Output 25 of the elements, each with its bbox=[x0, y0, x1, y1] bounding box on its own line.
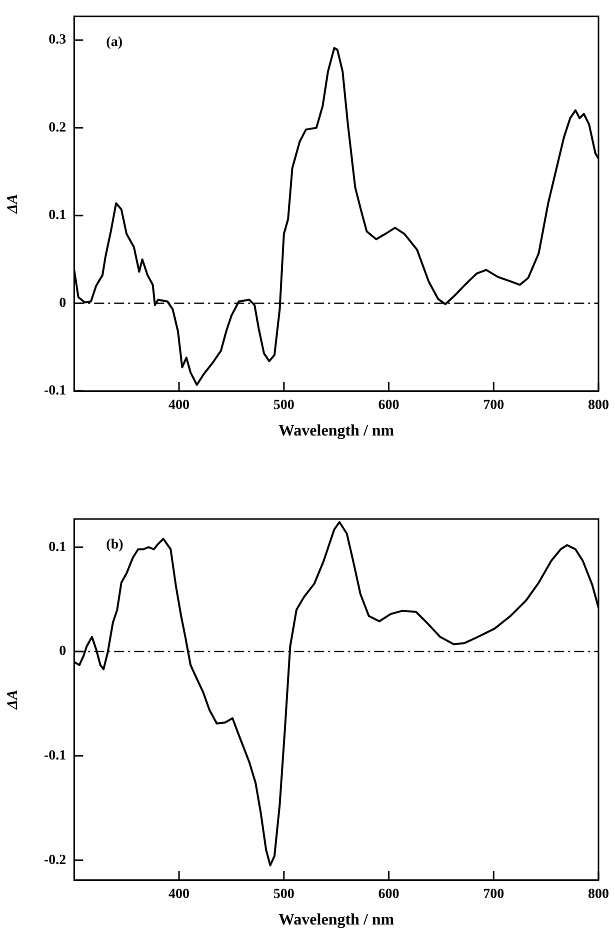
x-axis-title: Wavelength / nm bbox=[278, 912, 395, 929]
x-tick-label: 800 bbox=[588, 398, 609, 414]
x-tick-label: 600 bbox=[378, 887, 400, 902]
y-axis-title: ΔA bbox=[4, 194, 21, 214]
x-tick-label: 600 bbox=[378, 398, 400, 414]
y-tick-label: 0.1 bbox=[48, 540, 66, 555]
x-tick-label: 700 bbox=[483, 398, 504, 414]
x-axis-title: Wavelength / nm bbox=[278, 422, 395, 440]
x-tick-label: 800 bbox=[588, 887, 609, 902]
annotation: (b) bbox=[106, 538, 124, 553]
y-tick-label: 0.1 bbox=[48, 208, 66, 224]
x-tick-label: 700 bbox=[483, 887, 504, 902]
y-tick-label: 0 bbox=[59, 296, 66, 311]
y-axis-title: ΔA bbox=[4, 690, 21, 710]
y-tick-label: 0.2 bbox=[48, 120, 66, 136]
annotation: (a) bbox=[106, 35, 123, 50]
y-tick-label: 0 bbox=[59, 644, 66, 660]
x-tick-label: 400 bbox=[168, 887, 190, 902]
y-tick-label: -0.2 bbox=[44, 852, 66, 868]
y-tick-label: -0.1 bbox=[44, 748, 66, 764]
x-tick-label: 400 bbox=[168, 398, 190, 414]
x-tick-label: 500 bbox=[273, 398, 294, 414]
x-tick-label: 500 bbox=[273, 887, 294, 902]
y-tick-label: -0.1 bbox=[44, 384, 66, 399]
y-tick-label: 0.3 bbox=[48, 32, 66, 48]
